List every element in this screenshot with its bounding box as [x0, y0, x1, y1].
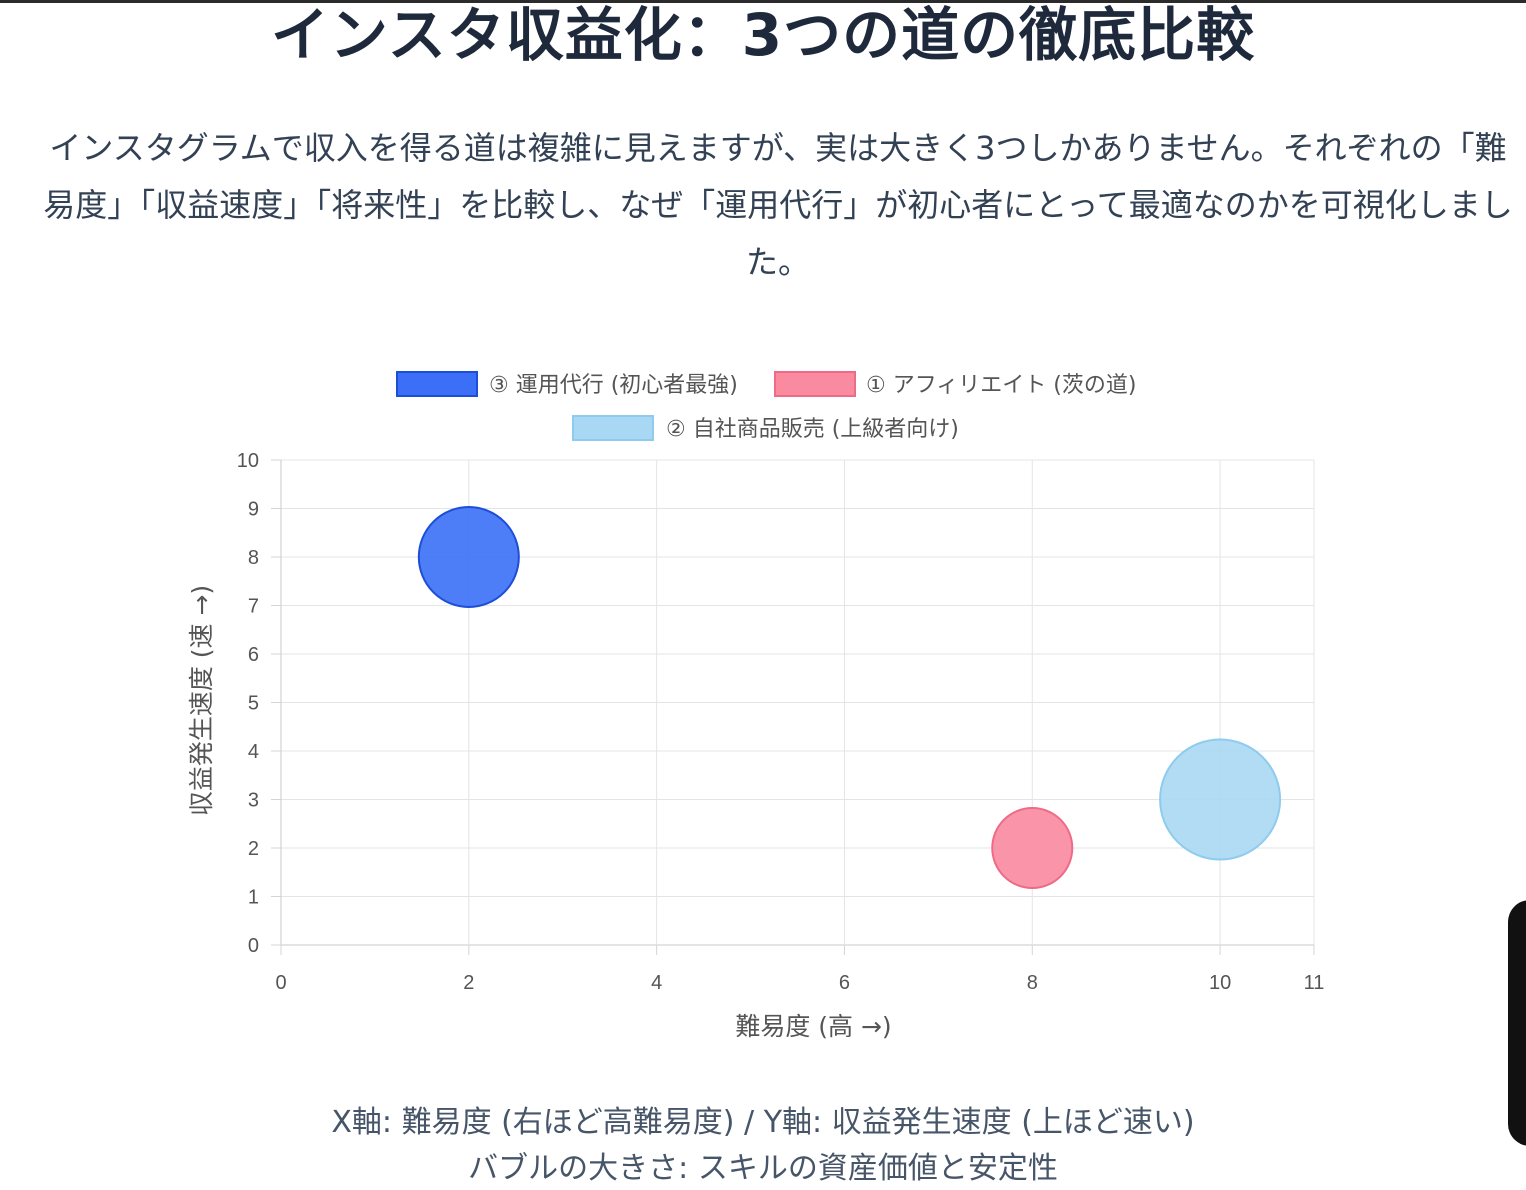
y-tick-label: 0 [248, 935, 259, 957]
chart-container: 0 1 2 3 4 5 6 7 8 9 10 0 2 4 6 8 10 11 難易度 (高 →) 収益発生速度 (速 … [0, 340, 1526, 1060]
y-tick-label: 4 [248, 741, 259, 763]
legend-swatch [396, 371, 478, 397]
x-tick-label: 10 [1209, 972, 1231, 994]
y-tick-label: 5 [248, 693, 259, 715]
x-tick-label: 0 [275, 972, 286, 994]
y-tick-label: 6 [248, 644, 259, 666]
y-tick-label: 9 [248, 499, 259, 521]
legend-label: ② 自社商品販売 (上級者向け) [666, 417, 959, 442]
y-tick-label: 10 [237, 450, 259, 472]
x-tick-label: 2 [463, 972, 474, 994]
y-tick-label: 3 [248, 790, 259, 812]
chart-footnote: X軸: 難易度 (右ほど高難易度) / Y軸: 収益発生速度 (上ほど速い) バ… [0, 1100, 1526, 1190]
x-tick-label: 11 [1304, 972, 1325, 994]
top-rule [0, 0, 1526, 3]
bubble-point [1159, 738, 1282, 861]
y-tick-label: 2 [248, 838, 259, 860]
legend-swatch [774, 371, 856, 397]
footnote-bubble-size: バブルの大きさ: スキルの資産価値と安定性 [468, 1151, 1058, 1186]
x-tick-label: 4 [651, 972, 662, 994]
x-axis-title: 難易度 (高 →) [735, 1012, 891, 1041]
y-axis-title: 収益発生速度 (速 →) [187, 585, 216, 816]
y-tick-label: 1 [248, 887, 259, 909]
bubble-point [417, 506, 520, 608]
legend-swatch [572, 415, 654, 441]
legend-label: ③ 運用代行 (初心者最強) [489, 373, 738, 398]
x-tick-label: 8 [1027, 972, 1038, 994]
side-panel-tab[interactable] [1508, 900, 1526, 1146]
x-tick-label: 6 [839, 972, 850, 994]
footnote-axes: X軸: 難易度 (右ほど高難易度) / Y軸: 収益発生速度 (上ほど速い) [331, 1105, 1195, 1140]
y-tick-label: 8 [248, 547, 259, 569]
bubble-point [991, 807, 1074, 889]
page-title: インスタ収益化：3つの道の徹底比較 [270, 1, 1256, 69]
bubble-chart: 0 1 2 3 4 5 6 7 8 9 10 0 2 4 6 8 10 11 難易度 (高 →) 収益発生速度 (速 … [187, 371, 1325, 1041]
legend-label: ① アフィリエイト (茨の道) [866, 373, 1136, 398]
intro-text: インスタグラムで収入を得る道は複雑に見えますが、実は大きく3つしかありません。そ… [43, 129, 1513, 281]
y-tick-label: 7 [248, 596, 259, 618]
